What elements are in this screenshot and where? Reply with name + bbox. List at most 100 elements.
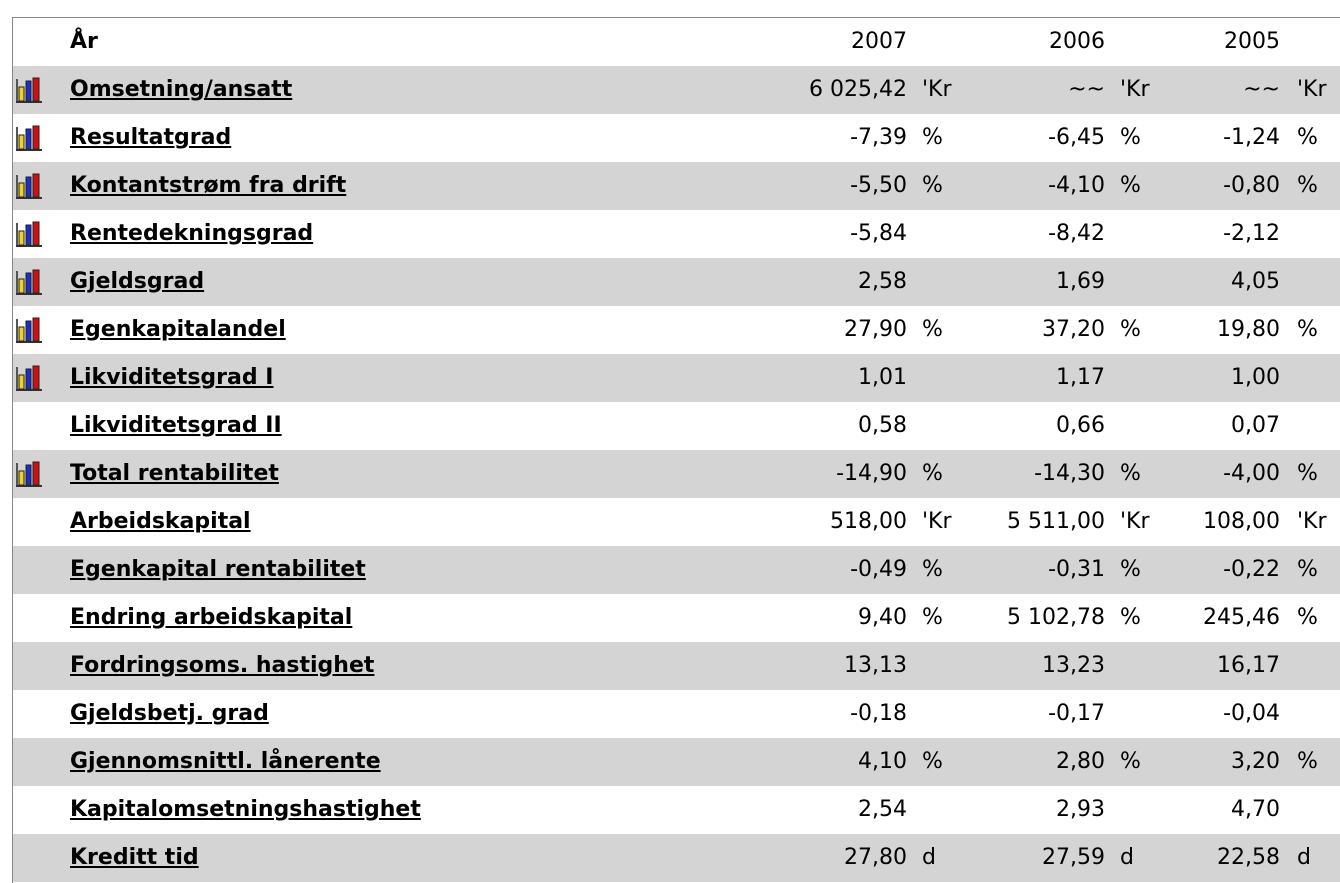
- table-row: Kapitalomsetningshastighet 2,54 2,93 4,70: [13, 786, 1340, 834]
- row-label-link[interactable]: Egenkapital rentabilitet: [70, 557, 366, 582]
- cell-value: ~~: [1068, 77, 1105, 102]
- cell-value: 27,90: [844, 317, 907, 342]
- chart-icon[interactable]: [15, 317, 43, 349]
- cell-unit: d: [1297, 845, 1311, 870]
- year: 2006: [1049, 29, 1105, 54]
- chart-icon[interactable]: [15, 269, 43, 301]
- cell-value: 3,20: [1231, 749, 1280, 774]
- cell-unit: %: [922, 557, 943, 582]
- cell-value: 27,59: [1042, 845, 1105, 870]
- cell-unit: %: [1297, 461, 1318, 486]
- cell-value: -14,90: [836, 461, 907, 486]
- row-label-link[interactable]: Likviditetsgrad I: [70, 365, 274, 390]
- year-label: År: [70, 29, 98, 54]
- row-label-link[interactable]: Endring arbeidskapital: [70, 605, 353, 630]
- table-row: Omsetning/ansatt 6 025,42 'Kr ~~ 'Kr ~~ 'Kr: [13, 66, 1340, 114]
- table-row: Likviditetsgrad II 0,58 0,66 0,07: [13, 402, 1340, 450]
- cell-value: 4,10: [858, 749, 907, 774]
- cell-value: -0,17: [1048, 701, 1105, 726]
- row-label-link[interactable]: Gjeldsgrad: [70, 269, 205, 294]
- cell-value: -0,80: [1223, 173, 1280, 198]
- cell-value: 0,66: [1056, 413, 1105, 438]
- cell-value: -8,42: [1048, 221, 1105, 246]
- cell-unit: 'Kr: [1120, 509, 1150, 534]
- cell-value: 2,58: [858, 269, 907, 294]
- cell-value: 4,70: [1231, 797, 1280, 822]
- row-label-link[interactable]: Kreditt tid: [70, 845, 199, 870]
- row-label-link[interactable]: Omsetning/ansatt: [70, 77, 293, 102]
- cell-unit: %: [1120, 605, 1141, 630]
- cell-value: 1,17: [1056, 365, 1105, 390]
- cell-value: -5,50: [850, 173, 907, 198]
- cell-unit: %: [1297, 749, 1318, 774]
- cell-value: 5 102,78: [1007, 605, 1105, 630]
- cell-value: 245,46: [1203, 605, 1280, 630]
- cell-unit: %: [922, 173, 943, 198]
- year: 2005: [1224, 29, 1280, 54]
- cell-unit: %: [1120, 461, 1141, 486]
- cell-unit: %: [922, 125, 943, 150]
- row-label-link[interactable]: Resultatgrad: [70, 125, 232, 150]
- table-row: Arbeidskapital 518,00 'Kr 5 511,00 'Kr 108,00…: [13, 498, 1340, 546]
- cell-unit: %: [1120, 557, 1141, 582]
- table-frame: [12, 17, 1340, 883]
- cell-value: -0,31: [1048, 557, 1105, 582]
- cell-value: 4,05: [1231, 269, 1280, 294]
- cell-value: 1,01: [858, 365, 907, 390]
- cell-unit: %: [1297, 125, 1318, 150]
- row-label-link[interactable]: Egenkapitalandel: [70, 317, 286, 342]
- cell-value: -0,04: [1223, 701, 1280, 726]
- cell-unit: %: [1120, 749, 1141, 774]
- cell-unit: %: [1120, 125, 1141, 150]
- cell-value: 13,23: [1042, 653, 1105, 678]
- cell-value: -7,39: [850, 125, 907, 150]
- table-row: Rentedekningsgrad -5,84 -8,42 -2,12: [13, 210, 1340, 258]
- cell-value: 2,80: [1056, 749, 1105, 774]
- cell-value: 9,40: [858, 605, 907, 630]
- cell-value: 0,07: [1231, 413, 1280, 438]
- cell-value: 108,00: [1203, 509, 1280, 534]
- row-label-link[interactable]: Kapitalomsetningshastighet: [70, 797, 421, 822]
- row-label-link[interactable]: Rentedekningsgrad: [70, 221, 314, 246]
- cell-value: -1,24: [1223, 125, 1280, 150]
- cell-value: 16,17: [1217, 653, 1280, 678]
- cell-unit: %: [922, 605, 943, 630]
- cell-unit: %: [922, 749, 943, 774]
- cell-value: 2,54: [858, 797, 907, 822]
- row-label-link[interactable]: Gjeldsbetj. grad: [70, 701, 269, 726]
- table-row: Kreditt tid 27,80 d 27,59 d 22,58 d: [13, 834, 1340, 882]
- cell-value: -14,30: [1034, 461, 1105, 486]
- chart-icon[interactable]: [15, 77, 43, 109]
- row-label-link[interactable]: Arbeidskapital: [70, 509, 251, 534]
- row-label-link[interactable]: Kontantstrøm fra drift: [70, 173, 347, 198]
- chart-icon[interactable]: [15, 125, 43, 157]
- row-label-link[interactable]: Gjennomsnittl. lånerente: [70, 749, 381, 774]
- cell-value: -0,18: [850, 701, 907, 726]
- cell-value: 19,80: [1217, 317, 1280, 342]
- chart-icon[interactable]: [15, 221, 43, 253]
- cell-unit: %: [922, 461, 943, 486]
- chart-icon[interactable]: [15, 365, 43, 397]
- cell-value: -0,49: [850, 557, 907, 582]
- table-row: Egenkapital rentabilitet -0,49% -0,31% -0,2…: [13, 546, 1340, 594]
- cell-value: -2,12: [1223, 221, 1280, 246]
- row-label-link[interactable]: Total rentabilitet: [70, 461, 279, 486]
- table-row: Resultatgrad -7,39% -6,45% -1,24%: [13, 114, 1340, 162]
- cell-unit: 'Kr: [922, 509, 952, 534]
- cell-unit: %: [1297, 173, 1318, 198]
- cell-unit: %: [1297, 557, 1318, 582]
- table-row: Egenkapitalandel 27,90% 37,20% 19,80%: [13, 306, 1340, 354]
- chart-icon[interactable]: [15, 461, 43, 493]
- cell-value: 2,93: [1056, 797, 1105, 822]
- cell-unit: %: [1297, 605, 1318, 630]
- cell-unit: 'Kr: [1297, 77, 1327, 102]
- chart-icon[interactable]: [15, 173, 43, 205]
- cell-value: 0,58: [858, 413, 907, 438]
- row-label-link[interactable]: Fordringsoms. hastighet: [70, 653, 375, 678]
- row-label-link[interactable]: Likviditetsgrad II: [70, 413, 282, 438]
- cell-value: ~~: [1243, 77, 1280, 102]
- table-row: Fordringsoms. hastighet 13,13 13,23 16,17: [13, 642, 1340, 690]
- cell-value: -4,10: [1048, 173, 1105, 198]
- cell-value: 13,13: [844, 653, 907, 678]
- table-row: Likviditetsgrad I 1,01 1,17 1,00: [13, 354, 1340, 402]
